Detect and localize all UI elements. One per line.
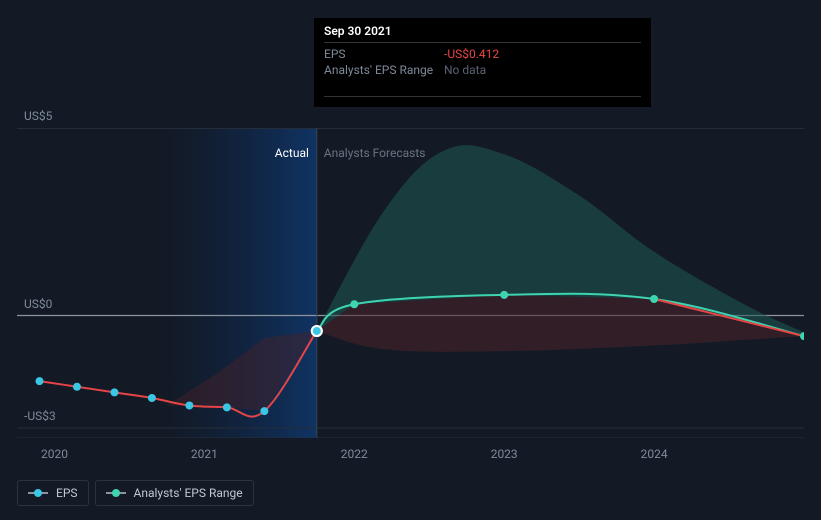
- y-axis-label: -US$3: [24, 409, 56, 423]
- legend-label: EPS: [56, 486, 78, 500]
- y-axis-label: US$0: [24, 297, 52, 311]
- x-axis-label: 2023: [491, 447, 518, 461]
- x-axis-label: 2020: [41, 447, 68, 461]
- x-axis-label: 2021: [191, 447, 218, 461]
- section-label-forecast: Analysts Forecasts: [324, 146, 426, 160]
- tooltip-date: Sep 30 2021: [324, 24, 641, 43]
- chart-svg: [17, 128, 804, 438]
- x-axis-label: 2022: [341, 447, 368, 461]
- y-axis-label: US$5: [24, 109, 52, 123]
- chart-plot-area[interactable]: [17, 128, 804, 438]
- legend-item[interactable]: EPS: [17, 480, 89, 506]
- tooltip-row-value: -US$0.412: [444, 47, 499, 61]
- legend-swatch-icon: [28, 488, 48, 498]
- tooltip-row-label: Analysts' EPS Range: [324, 63, 444, 77]
- tooltip-row: Analysts' EPS RangeNo data: [324, 62, 641, 78]
- chart-legend: EPS Analysts' EPS Range: [17, 480, 254, 506]
- chart-tooltip: Sep 30 2021 EPS-US$0.412Analysts' EPS Ra…: [314, 18, 651, 107]
- section-label-actual: Actual: [275, 146, 309, 160]
- legend-item[interactable]: Analysts' EPS Range: [95, 480, 254, 506]
- legend-swatch-icon: [106, 488, 126, 498]
- tooltip-row-value: No data: [444, 63, 486, 77]
- x-axis-label: 2024: [641, 447, 668, 461]
- tooltip-row-label: EPS: [324, 47, 444, 61]
- x-axis-labels: 2020 2021 2022 2023 2024: [17, 447, 804, 467]
- tooltip-row: EPS-US$0.412: [324, 46, 641, 62]
- legend-label: Analysts' EPS Range: [134, 486, 243, 500]
